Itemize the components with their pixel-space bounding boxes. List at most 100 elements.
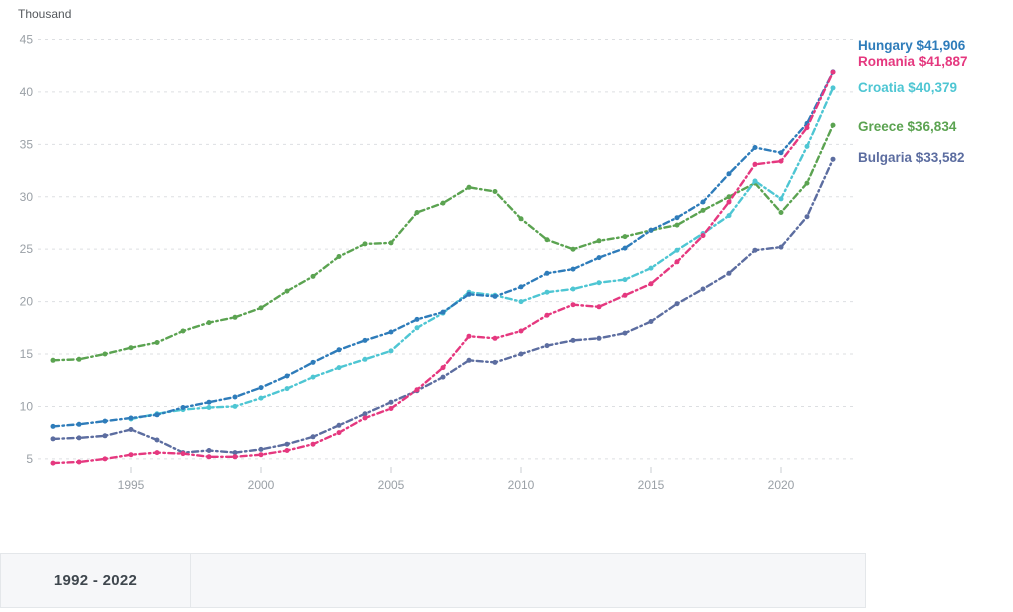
data-point-croatia[interactable] (804, 143, 810, 149)
data-point-hungary[interactable] (50, 423, 56, 429)
data-point-greece[interactable] (674, 222, 680, 228)
data-point-croatia[interactable] (206, 405, 212, 410)
data-point-hungary[interactable] (752, 145, 758, 150)
data-point-hungary[interactable] (674, 215, 680, 221)
data-point-romania[interactable] (648, 281, 654, 287)
data-point-romania[interactable] (284, 448, 290, 453)
data-point-bulgaria[interactable] (310, 434, 316, 440)
data-point-hungary[interactable] (336, 347, 342, 353)
data-point-hungary[interactable] (518, 284, 524, 290)
data-point-hungary[interactable] (102, 418, 108, 424)
data-point-greece[interactable] (804, 180, 810, 186)
time-range-bar[interactable]: 1992 - 2022 (0, 553, 866, 608)
data-point-hungary[interactable] (570, 266, 576, 272)
data-point-croatia[interactable] (284, 386, 290, 392)
data-point-hungary[interactable] (180, 405, 186, 410)
data-point-bulgaria[interactable] (50, 436, 56, 442)
data-point-bulgaria[interactable] (518, 351, 524, 357)
data-point-croatia[interactable] (830, 85, 836, 91)
data-point-bulgaria[interactable] (492, 359, 498, 365)
data-point-greece[interactable] (180, 328, 186, 334)
data-point-romania[interactable] (414, 387, 420, 393)
data-point-hungary[interactable] (76, 421, 82, 427)
line-chart-canvas[interactable]: 5 10 15 20 25 30 35 40 45 1995 2000 2005 2010 2015 202… (0, 0, 1013, 550)
data-point-romania[interactable] (544, 312, 550, 318)
data-point-croatia[interactable] (622, 277, 628, 283)
data-point-romania[interactable] (622, 292, 628, 298)
data-point-bulgaria[interactable] (154, 437, 160, 443)
data-point-croatia[interactable] (388, 348, 394, 354)
data-point-romania[interactable] (128, 452, 134, 458)
data-point-greece[interactable] (362, 241, 368, 247)
data-point-greece[interactable] (596, 238, 602, 244)
data-point-croatia[interactable] (648, 265, 654, 271)
data-point-croatia[interactable] (310, 374, 316, 380)
data-point-croatia[interactable] (414, 325, 420, 331)
data-point-croatia[interactable] (336, 365, 342, 371)
data-point-hungary[interactable] (648, 227, 654, 233)
data-point-romania[interactable] (804, 125, 810, 131)
data-point-hungary[interactable] (544, 270, 550, 276)
data-point-bulgaria[interactable] (206, 448, 212, 453)
data-point-greece[interactable] (440, 200, 446, 206)
data-point-bulgaria[interactable] (336, 422, 342, 428)
data-point-hungary[interactable] (492, 293, 498, 299)
data-point-romania[interactable] (674, 259, 680, 265)
data-point-croatia[interactable] (232, 403, 238, 409)
data-point-romania[interactable] (492, 335, 498, 341)
data-point-romania[interactable] (362, 415, 368, 421)
data-point-romania[interactable] (388, 406, 394, 411)
data-point-hungary[interactable] (232, 394, 238, 400)
data-point-greece[interactable] (726, 194, 732, 200)
legend-item-bulgaria[interactable]: Bulgaria $33,582 (858, 150, 965, 165)
data-point-croatia[interactable] (596, 280, 602, 286)
data-point-hungary[interactable] (778, 150, 784, 156)
data-point-bulgaria[interactable] (76, 435, 82, 441)
data-point-croatia[interactable] (518, 299, 524, 305)
data-point-bulgaria[interactable] (622, 330, 628, 336)
data-point-bulgaria[interactable] (388, 399, 394, 405)
data-point-hungary[interactable] (596, 255, 602, 261)
data-point-romania[interactable] (310, 441, 316, 447)
data-point-bulgaria[interactable] (726, 270, 732, 276)
data-point-hungary[interactable] (284, 373, 290, 379)
legend-item-croatia[interactable]: Croatia $40,379 (858, 80, 958, 95)
data-point-hungary[interactable] (154, 412, 160, 418)
data-point-greece[interactable] (232, 314, 238, 320)
data-point-hungary[interactable] (726, 171, 732, 177)
data-point-romania[interactable] (102, 456, 108, 462)
data-point-bulgaria[interactable] (804, 214, 810, 220)
data-point-romania[interactable] (570, 302, 576, 308)
data-point-romania[interactable] (466, 333, 472, 339)
data-point-romania[interactable] (336, 430, 342, 436)
data-point-romania[interactable] (76, 459, 82, 465)
data-point-croatia[interactable] (752, 178, 758, 184)
data-point-bulgaria[interactable] (648, 319, 654, 324)
data-point-romania[interactable] (778, 158, 784, 164)
data-point-greece[interactable] (76, 356, 82, 362)
data-point-hungary[interactable] (440, 309, 446, 315)
data-point-hungary[interactable] (414, 316, 420, 322)
data-point-bulgaria[interactable] (830, 156, 836, 162)
data-point-bulgaria[interactable] (362, 411, 368, 417)
legend-item-hungary[interactable]: Hungary $41,906 (858, 38, 966, 53)
data-point-greece[interactable] (102, 351, 108, 357)
data-point-greece[interactable] (388, 240, 394, 246)
data-point-bulgaria[interactable] (596, 335, 602, 341)
data-point-romania[interactable] (440, 365, 446, 371)
data-point-romania[interactable] (258, 452, 264, 458)
data-point-bulgaria[interactable] (232, 450, 238, 456)
data-point-greece[interactable] (206, 320, 212, 326)
data-point-greece[interactable] (622, 234, 628, 240)
data-point-greece[interactable] (258, 305, 264, 311)
data-point-croatia[interactable] (778, 196, 784, 202)
data-point-croatia[interactable] (674, 247, 680, 253)
data-point-romania[interactable] (154, 450, 160, 456)
legend-item-greece[interactable]: Greece $36,834 (858, 119, 957, 134)
data-point-greece[interactable] (700, 207, 706, 213)
data-point-romania[interactable] (232, 454, 238, 460)
data-point-greece[interactable] (128, 345, 134, 351)
data-point-croatia[interactable] (544, 289, 550, 295)
data-point-bulgaria[interactable] (284, 441, 290, 447)
data-point-romania[interactable] (206, 454, 212, 460)
